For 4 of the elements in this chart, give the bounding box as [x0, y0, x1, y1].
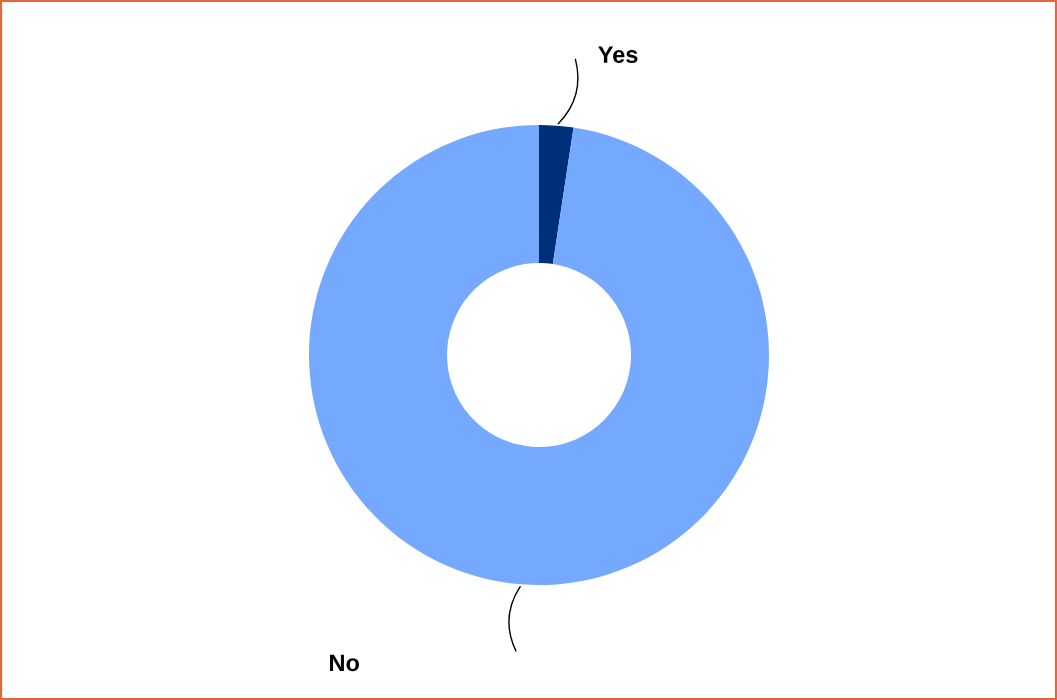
slice-label: Yes — [598, 46, 638, 63]
slice-label: No — [330, 654, 360, 672]
donut-slice — [539, 125, 574, 265]
donut-slice — [309, 125, 769, 585]
